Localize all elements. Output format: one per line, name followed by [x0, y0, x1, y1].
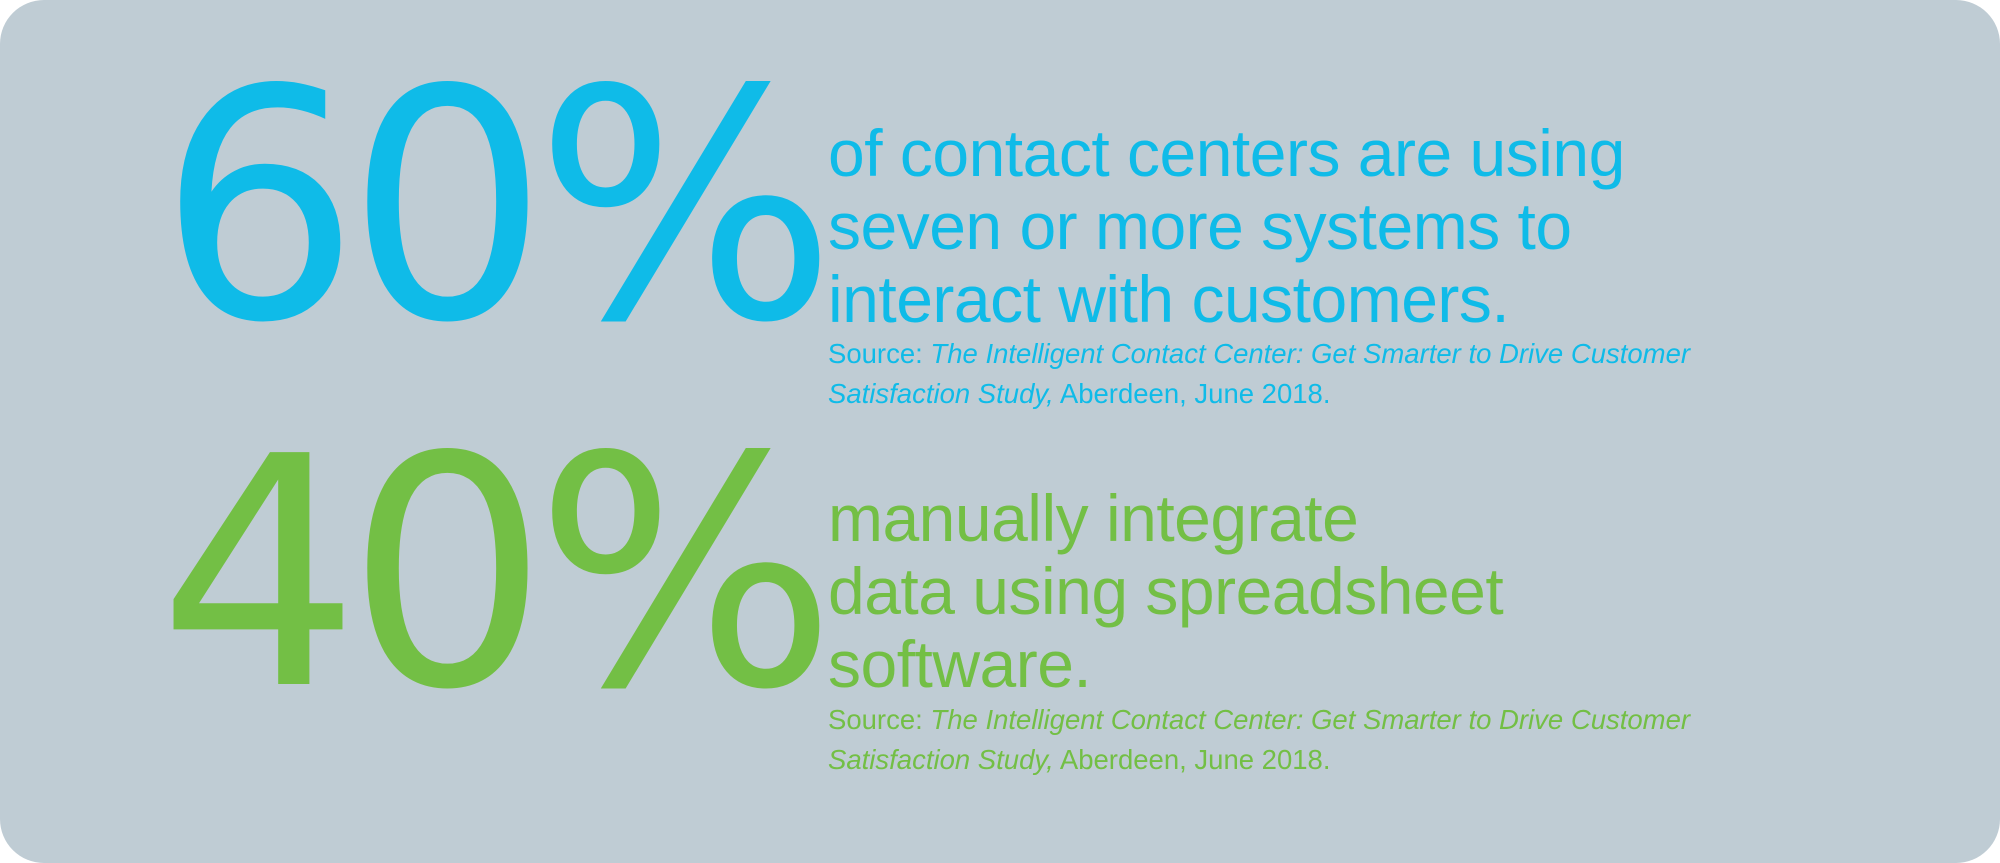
statement-line: seven or more systems to: [828, 189, 1572, 263]
statement-line: data using spreadsheet: [828, 554, 1504, 628]
source-prefix: Source:: [828, 704, 931, 735]
statement-line: interact with customers.: [828, 262, 1510, 336]
source-title: The Intelligent Contact Center: Get Smar…: [828, 338, 1691, 409]
source-title: The Intelligent Contact Center: Get Smar…: [828, 704, 1691, 775]
source-suffix: Aberdeen, June 2018.: [1053, 744, 1331, 775]
statement-line: software.: [828, 627, 1092, 701]
source-citation: Source: The Intelligent Contact Center: …: [828, 700, 1728, 780]
statement-line: of contact centers are using: [828, 116, 1625, 190]
stat-statement: of contact centers are using seven or mo…: [828, 117, 1728, 336]
statement-line: manually integrate: [828, 481, 1359, 555]
source-prefix: Source:: [828, 338, 931, 369]
stat-value: 60%: [158, 22, 837, 392]
source-suffix: Aberdeen, June 2018.: [1053, 378, 1331, 409]
stat-value: 40%: [158, 389, 837, 759]
source-citation: Source: The Intelligent Contact Center: …: [828, 334, 1728, 414]
stat-statement: manually integrate data using spreadshee…: [828, 482, 1728, 701]
